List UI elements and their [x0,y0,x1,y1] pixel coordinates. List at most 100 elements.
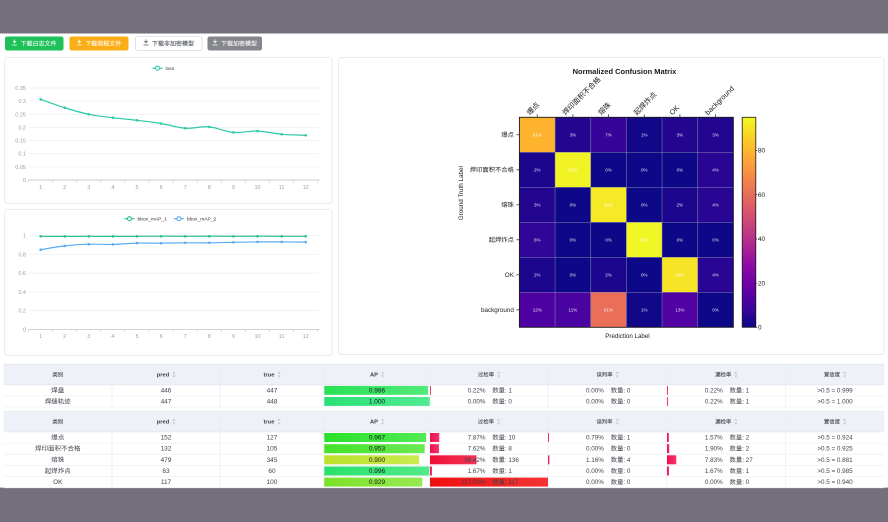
svg-text:>0.5 = 0.925: >0.5 = 0.925 [817,446,853,453]
svg-text:Ground Truth Label: Ground Truth Label [458,166,465,220]
svg-text:0.35: 0.35 [15,86,26,92]
svg-text:2%: 2% [534,272,541,277]
svg-text:6: 6 [160,334,163,340]
svg-text:0%: 0% [677,167,684,172]
svg-text:0.05: 0.05 [15,165,26,171]
svg-text:0.3: 0.3 [18,99,26,105]
svg-text:OK: OK [53,479,63,486]
svg-text:80: 80 [758,148,766,155]
svg-text:>0.5 = 0.881: >0.5 = 0.881 [817,457,853,464]
svg-text:1.67%: 1.67% [705,468,723,475]
svg-text:0%: 0% [677,237,684,242]
svg-text:0.79%: 0.79% [586,435,604,442]
svg-text:1.67%: 1.67% [468,468,486,475]
svg-text:AP: AP [370,420,378,426]
svg-text:0%: 0% [570,272,577,277]
svg-text:: 8: : 8 [505,446,512,453]
svg-text:0: 0 [758,325,762,332]
svg-text:0%: 0% [712,237,719,242]
svg-text:0.953: 0.953 [369,446,386,453]
svg-text:1: 1 [39,185,42,191]
svg-text:: 117: : 117 [505,479,519,486]
svg-text:0%: 0% [605,237,612,242]
svg-text:2%: 2% [534,167,541,172]
svg-text:: 1: : 1 [742,399,749,406]
svg-text:60: 60 [268,468,276,475]
svg-text:: 2: : 2 [742,435,749,442]
svg-text:5: 5 [135,185,138,191]
svg-text:12: 12 [303,185,309,191]
svg-text:6%: 6% [534,237,541,242]
svg-text:7.83%: 7.83% [705,457,723,464]
svg-text:: 10: : 10 [505,435,516,442]
svg-text:true: true [264,420,276,426]
svg-text:0.00%: 0.00% [586,479,604,486]
svg-text:0%: 0% [641,167,648,172]
svg-text:10: 10 [254,185,260,191]
svg-text:2: 2 [63,185,66,191]
svg-text:0.929: 0.929 [369,479,386,486]
svg-text:100: 100 [267,479,278,486]
svg-text:: 0: : 0 [623,446,630,453]
svg-text:0: 0 [23,178,26,184]
svg-text:0.6: 0.6 [18,271,26,277]
svg-text:0.1: 0.1 [18,152,26,158]
svg-text:7: 7 [184,185,187,191]
svg-text:2%: 2% [677,202,684,207]
svg-text:7: 7 [184,334,187,340]
svg-text:0.00%: 0.00% [586,388,604,395]
svg-text:0.967: 0.967 [369,435,386,442]
svg-text:4%: 4% [712,202,719,207]
svg-text:background: background [481,307,514,314]
svg-text:81%: 81% [533,132,542,137]
svg-text:bbox_mAP_2: bbox_mAP_2 [187,217,217,223]
svg-text:6: 6 [160,185,163,191]
svg-text:40: 40 [758,236,766,243]
svg-text:1.57%: 1.57% [705,435,723,442]
svg-text:0.996: 0.996 [369,468,386,475]
svg-text:446: 446 [161,388,172,395]
svg-text:: 0: : 0 [623,399,630,406]
svg-text:2%: 2% [605,272,612,277]
svg-text:61%: 61% [604,307,613,312]
svg-text:0.2: 0.2 [18,309,26,315]
svg-text:>0.5 = 0.985: >0.5 = 0.985 [817,468,853,475]
svg-text:1%: 1% [641,307,648,312]
svg-text:11%: 11% [569,307,578,312]
svg-text:0.25: 0.25 [15,112,26,118]
svg-text:117.00%: 117.00% [461,479,486,486]
svg-text:Normalized Confusion Matrix: Normalized Confusion Matrix [573,67,678,76]
svg-text:92%: 92% [568,167,577,172]
svg-text:: 0: : 0 [505,399,512,406]
svg-text:>0.5 = 0.940: >0.5 = 0.940 [817,479,853,486]
svg-text:132: 132 [161,446,172,453]
svg-text:447: 447 [161,399,172,406]
svg-text:9: 9 [232,334,235,340]
svg-text:0.15: 0.15 [15,139,26,145]
svg-text:true: true [264,372,276,378]
svg-text:1.000: 1.000 [369,399,386,406]
svg-text:: 2: : 2 [742,446,749,453]
svg-text:0.2: 0.2 [18,125,26,131]
svg-text:7.62%: 7.62% [468,446,486,453]
svg-text:0.22%: 0.22% [705,399,723,406]
svg-text:0.4: 0.4 [18,290,26,296]
svg-text:1.16%: 1.16% [586,457,604,464]
svg-text:8: 8 [208,185,211,191]
svg-text:: 4: : 4 [623,457,630,464]
svg-text:12%: 12% [533,307,542,312]
svg-text:>0.5 = 1.000: >0.5 = 1.000 [817,399,853,406]
svg-text:bbox_mAP_1: bbox_mAP_1 [138,217,168,223]
svg-text:0.986: 0.986 [369,388,386,395]
svg-text:: 0: : 0 [623,479,630,486]
svg-text:0%: 0% [605,167,612,172]
svg-text:8: 8 [208,334,211,340]
svg-text:12: 12 [303,334,309,340]
svg-text:10: 10 [254,334,260,340]
svg-text:3: 3 [87,185,90,191]
svg-text:loss: loss [166,66,175,72]
svg-text:: 1: : 1 [623,435,630,442]
svg-text:0.00%: 0.00% [468,399,486,406]
svg-text:: 136: : 136 [505,457,520,464]
svg-text:0%: 0% [570,202,577,207]
